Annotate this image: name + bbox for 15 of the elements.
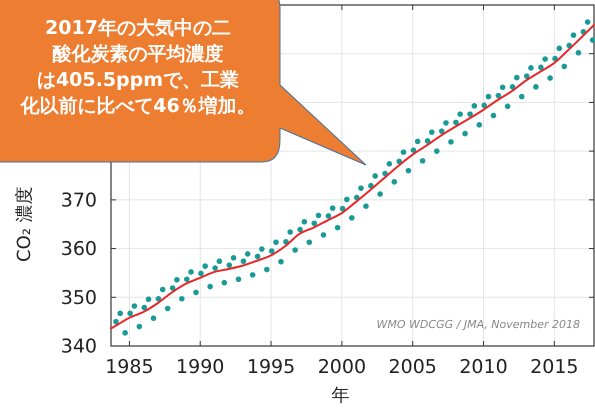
x-tick-label: 2005 — [388, 356, 437, 378]
x-tick-label: 1985 — [105, 356, 154, 378]
x-tick-label: 1990 — [176, 356, 224, 378]
annotation: 2017年の大気中の二酸化炭素の平均濃度は405.5ppmで、工業化以前に比べて46％増加。 — [19, 17, 256, 117]
y-tick-label: 350 — [60, 286, 97, 309]
x-axis-title: 年 — [332, 385, 350, 406]
y-tick-label: 340 — [60, 336, 97, 358]
x-tick-label: 2000 — [318, 356, 366, 378]
x-tick-label: 2010 — [459, 356, 508, 378]
y-axis-title: CO₂ 濃度 — [14, 186, 35, 262]
y-tick-label: 360 — [60, 238, 97, 260]
x-tick-label: 2015 — [530, 356, 579, 378]
y-tick-label: 370 — [60, 190, 97, 212]
annotation: WMO WDCGG / JMA, November 2018 — [376, 318, 580, 331]
x-tick-label: 1995 — [246, 356, 296, 378]
